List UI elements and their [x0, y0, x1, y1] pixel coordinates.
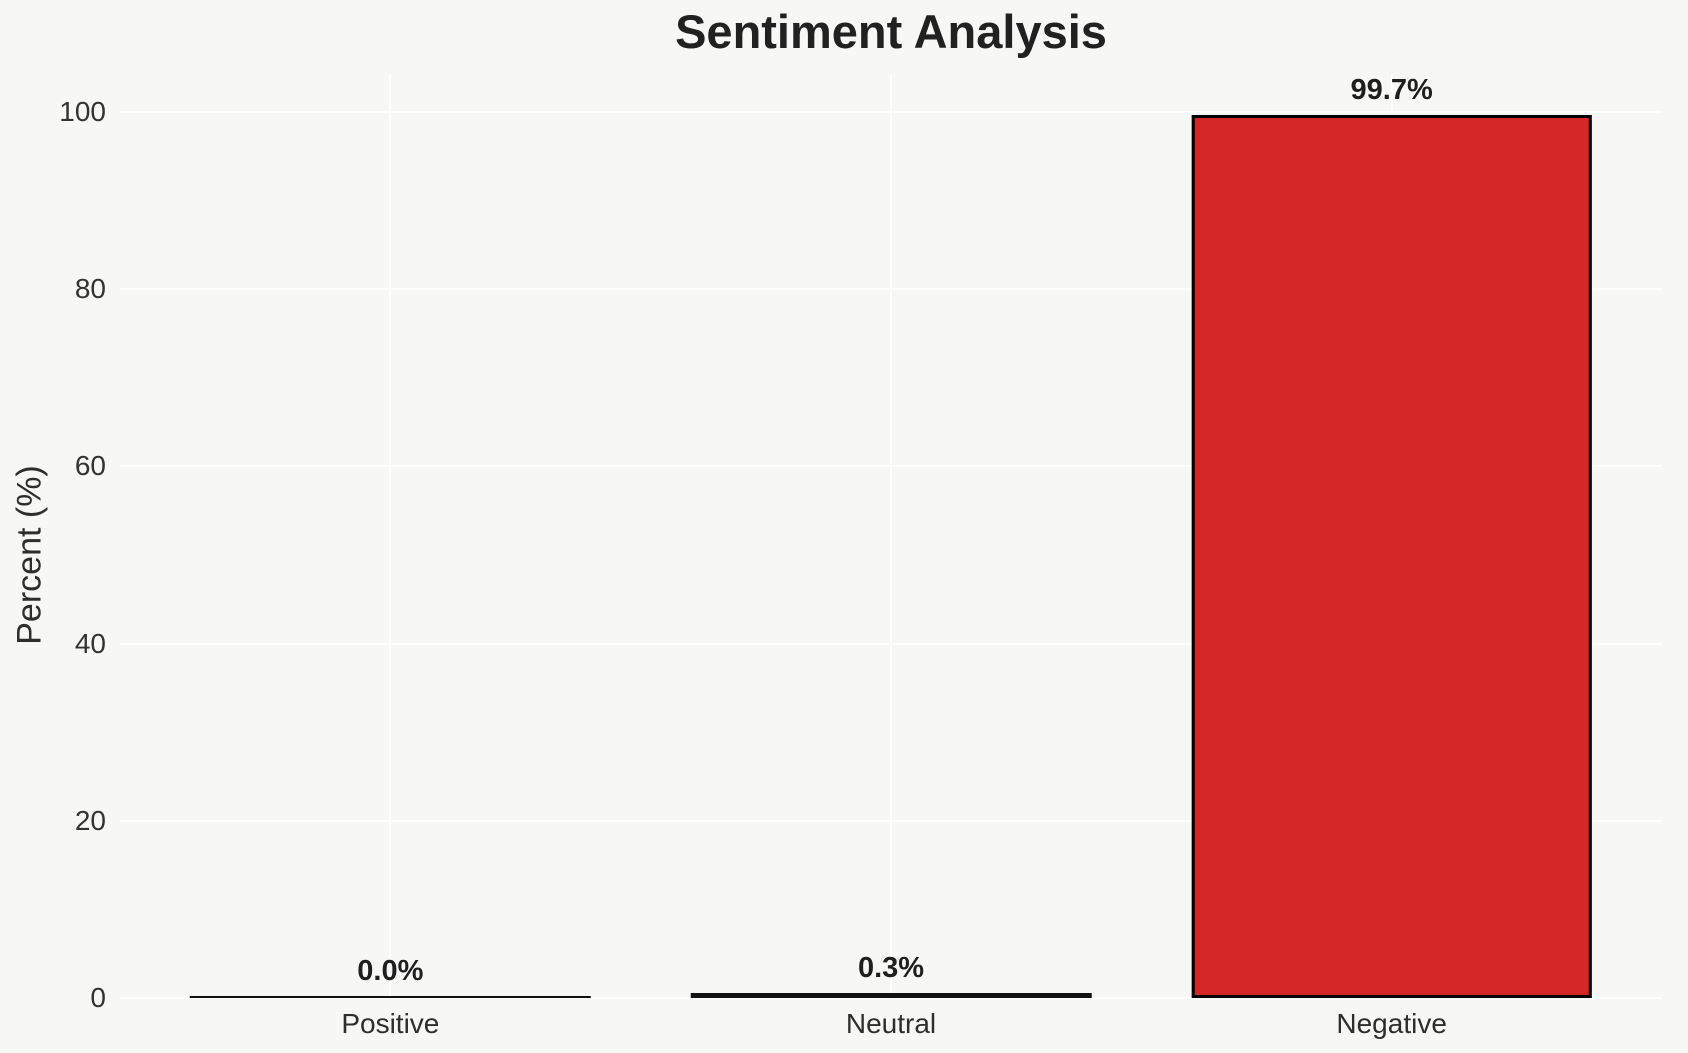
bar-value-label-positive: 0.0%: [357, 955, 424, 987]
y-tick-label-60: 60: [74, 450, 106, 482]
h-gridline-0: [120, 997, 1662, 999]
y-tick-label-40: 40: [74, 627, 106, 659]
y-axis-label: Percent (%): [10, 465, 49, 645]
bar-value-label-neutral: 0.3%: [857, 952, 925, 984]
y-tick-label-20: 20: [74, 804, 106, 836]
x-category-label-positive: Positive: [341, 1008, 440, 1039]
x-category-label-neutral: Neutral: [845, 1008, 937, 1039]
y-tick-label-80: 80: [74, 273, 106, 305]
v-gridline-neutral: [890, 74, 892, 998]
y-tick-label-100: 100: [59, 96, 106, 127]
plot-area: 0 20 40 60 80 100 0.0% Positive 0.3% Neutral 99.7%…: [59, 74, 1662, 1039]
bar-neutral: [690, 993, 1092, 998]
bar-positive: [190, 996, 591, 998]
y-tick-label-0: 0: [90, 982, 106, 1013]
bar-negative: [1191, 115, 1592, 998]
x-category-label-negative: Negative: [1336, 1008, 1447, 1039]
bar-value-label-negative: 99.7%: [1350, 74, 1433, 106]
chart-title: Sentiment Analysis: [675, 5, 1107, 58]
v-gridline-positive: [389, 74, 392, 998]
